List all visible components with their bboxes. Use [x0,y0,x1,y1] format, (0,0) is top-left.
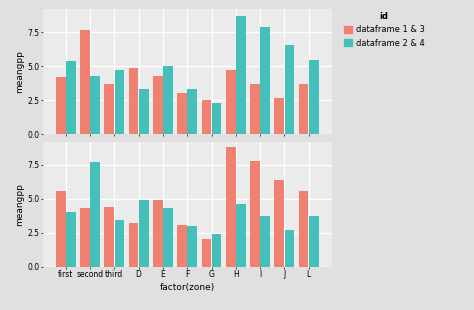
Bar [153,200,163,267]
Bar [91,76,100,134]
Bar [91,162,100,267]
Bar [163,66,173,134]
Bar [212,103,221,134]
Bar [80,208,90,267]
Y-axis label: meangpp: meangpp [15,183,24,226]
Bar [177,224,187,267]
Bar [188,89,197,134]
Bar [250,84,260,134]
Bar [250,161,260,267]
Bar [66,61,76,134]
Bar [285,45,294,134]
Bar [274,180,284,267]
Bar [260,216,270,267]
Bar [139,89,149,134]
Bar [274,98,284,134]
Bar [226,147,236,267]
Bar [309,216,319,267]
Bar [260,27,270,134]
Bar [299,84,309,134]
Bar [56,191,65,267]
Bar [104,207,114,267]
Legend: dataframe 1 & 3, dataframe 2 & 4: dataframe 1 & 3, dataframe 2 & 4 [339,7,429,53]
Y-axis label: meangpp: meangpp [15,50,24,93]
Bar [236,204,246,267]
Bar [201,239,211,267]
Bar [299,191,309,267]
Bar [177,94,187,134]
Bar [115,70,124,134]
Bar [153,76,163,134]
Bar [201,100,211,134]
Bar [104,84,114,134]
Bar [56,77,65,134]
Bar [212,234,221,267]
Bar [80,30,90,134]
Bar [236,16,246,134]
Bar [285,230,294,267]
Bar [128,68,138,134]
Bar [309,60,319,134]
Bar [115,220,124,267]
X-axis label: factor(zone): factor(zone) [160,283,215,292]
Bar [226,70,236,134]
Bar [66,212,76,267]
Bar [128,223,138,267]
Bar [163,208,173,267]
Bar [139,200,149,267]
Bar [188,226,197,267]
